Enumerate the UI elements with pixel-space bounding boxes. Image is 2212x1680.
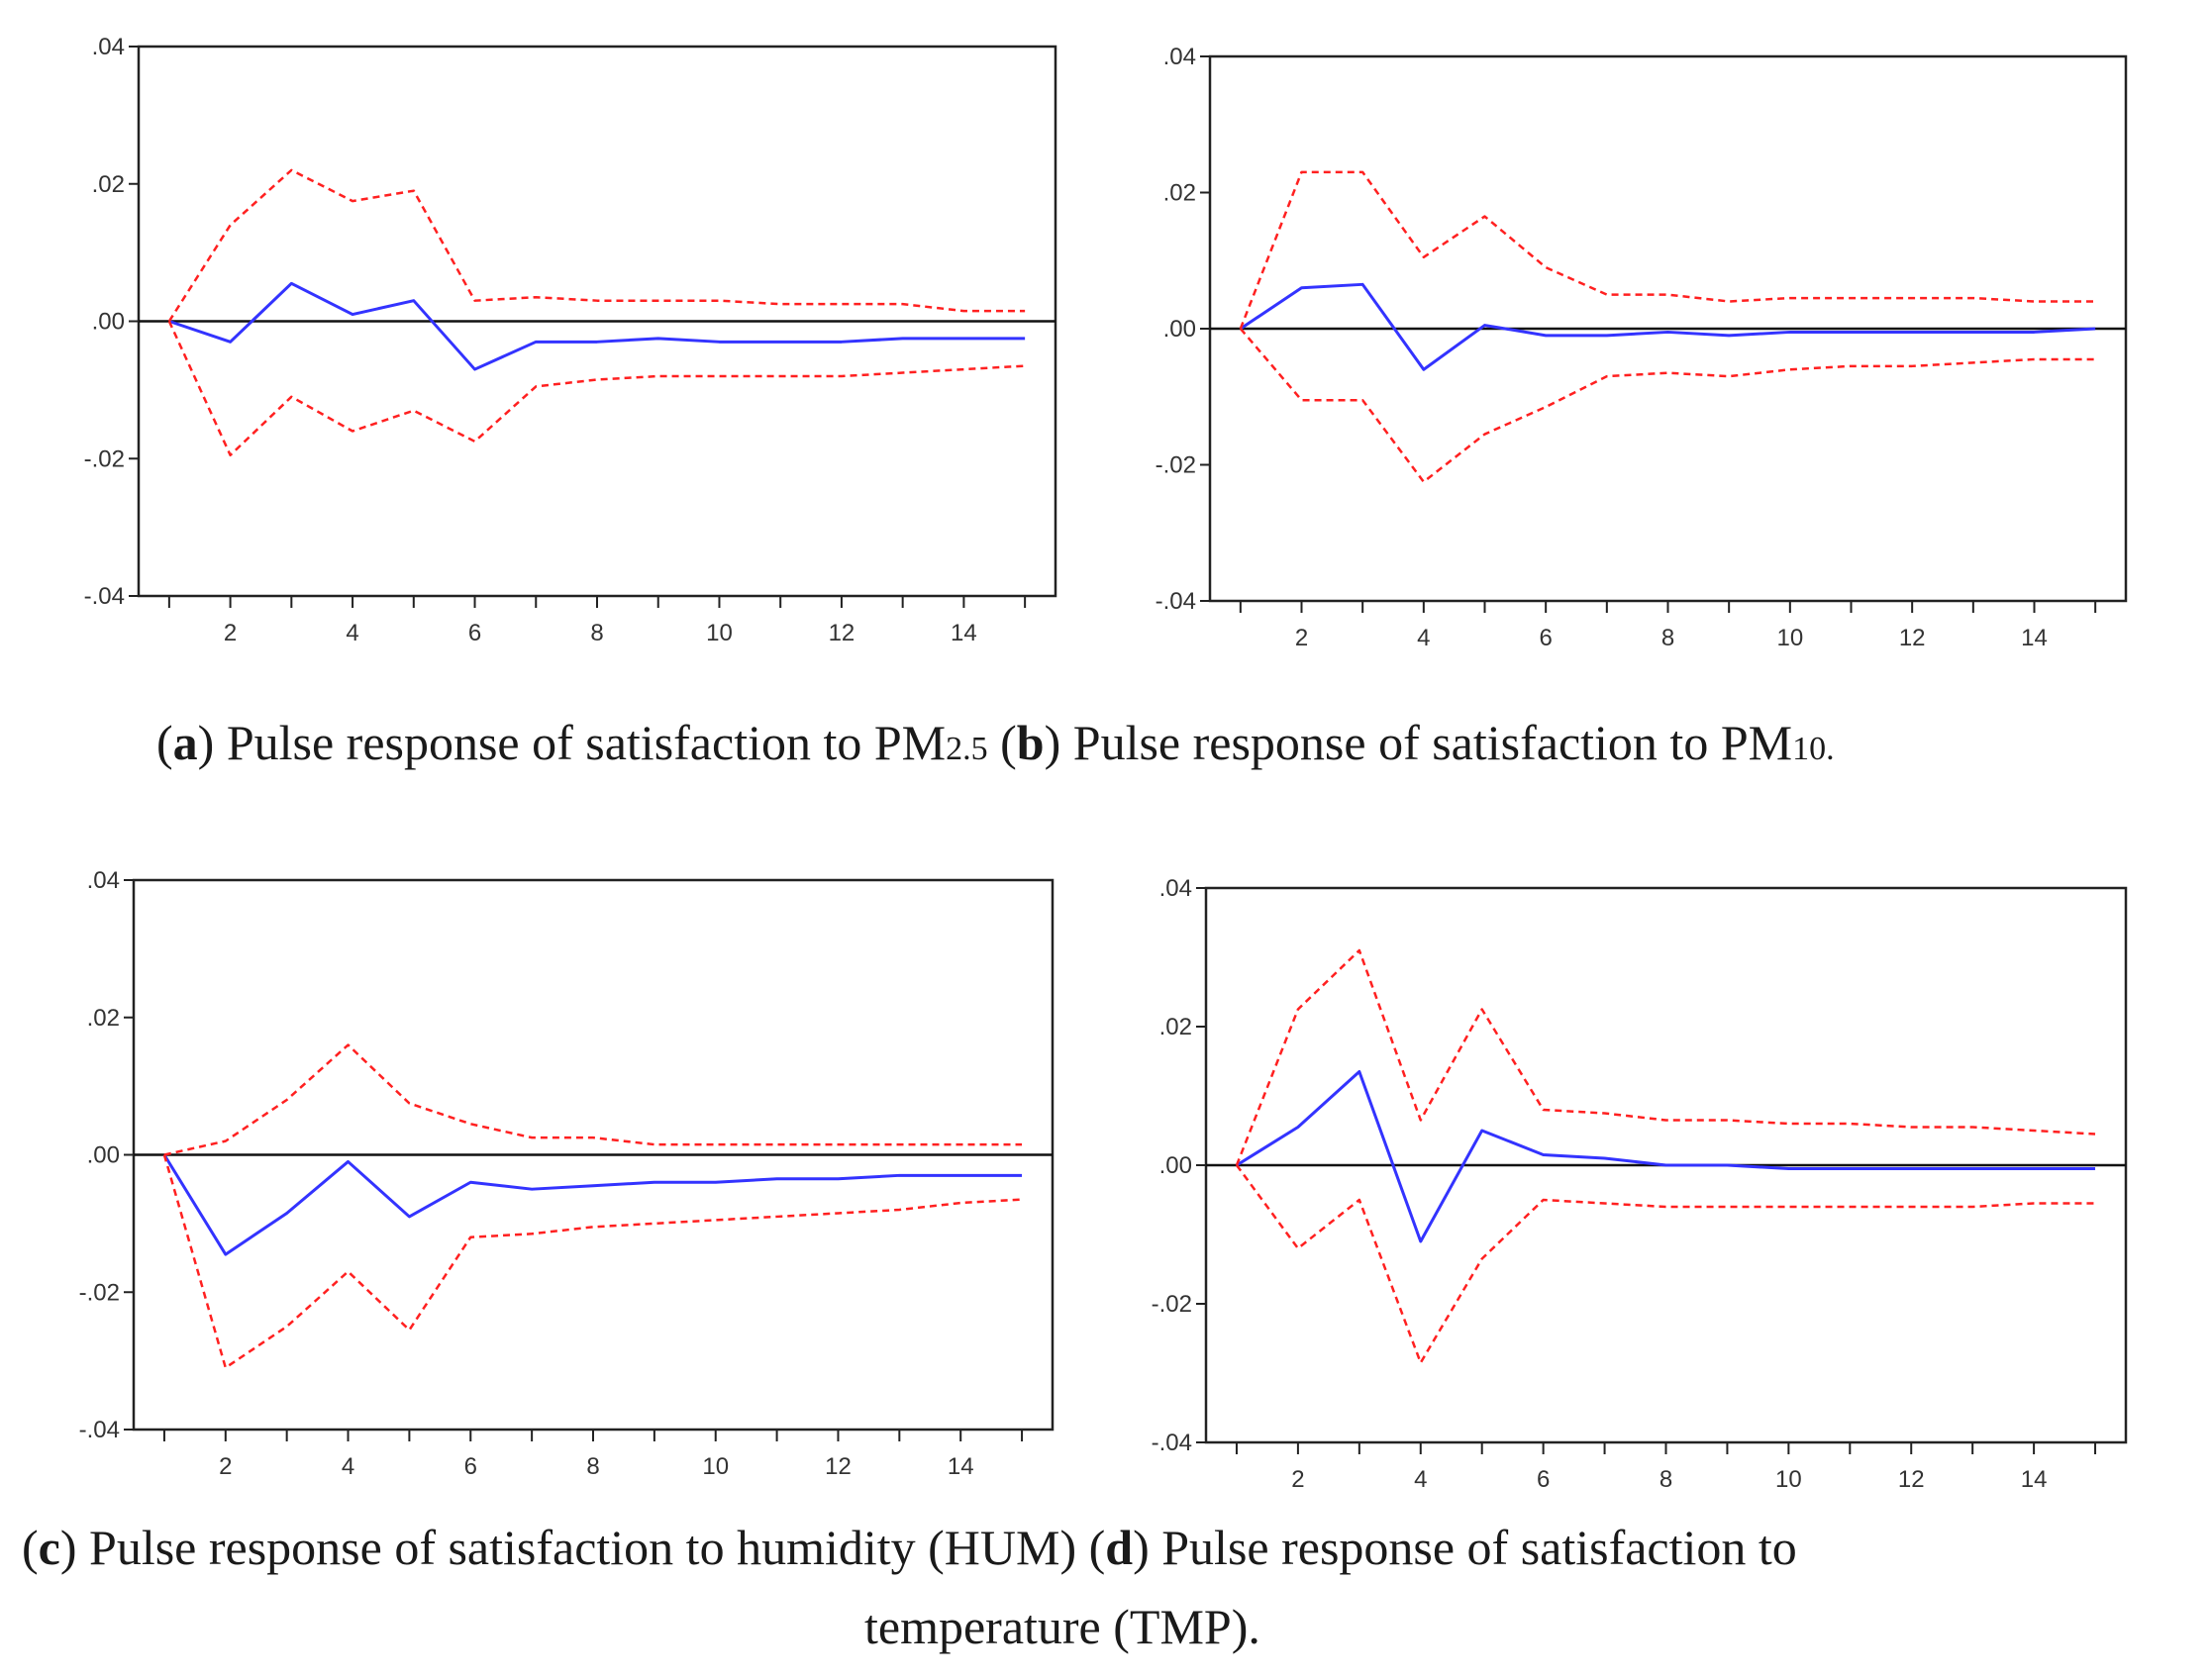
y-tick-label-c-4: -.04 xyxy=(79,1417,120,1443)
x-tick-label-b-10: 10 xyxy=(1776,625,1803,651)
x-tick-label-d-8: 8 xyxy=(1659,1466,1672,1493)
x-tick-label-a-4: 4 xyxy=(346,620,358,646)
y-tick-label-a-2: .00 xyxy=(92,309,125,336)
x-tick-label-d-4: 4 xyxy=(1414,1466,1427,1493)
y-tick-label-b-1: .02 xyxy=(1163,180,1196,207)
y-tick-label-a-1: .02 xyxy=(92,171,125,198)
y-tick-label-d-4: -.04 xyxy=(1152,1430,1192,1456)
x-tick-label-d-2: 2 xyxy=(1291,1466,1304,1493)
caption-a-letter: a xyxy=(172,715,198,770)
caption-row-2-line-2: temperature (TMP). xyxy=(864,1602,1260,1651)
x-tick-label-d-12: 12 xyxy=(1898,1466,1925,1493)
y-tick-label-a-3: -.02 xyxy=(84,445,125,472)
series-a-upper-band xyxy=(167,168,1026,323)
caption-d-line-2: temperature (TMP). xyxy=(864,1599,1260,1654)
x-tick-label-a-8: 8 xyxy=(590,620,603,646)
caption-c-text: Pulse response of satisfaction to humidi… xyxy=(76,1520,1089,1575)
x-tick-label-c-6: 6 xyxy=(464,1453,477,1480)
series-a-lower-band xyxy=(167,320,1026,457)
caption-a-sub: 2.5 xyxy=(946,731,988,767)
y-tick-label-c-1: .02 xyxy=(87,1005,120,1032)
x-tick-label-b-14: 14 xyxy=(2021,625,2048,651)
y-tick-label-b-4: -.04 xyxy=(1156,588,1196,615)
y-tick-label-d-0: .04 xyxy=(1159,875,1192,902)
caption-b-letter: b xyxy=(1016,715,1045,770)
y-tick-label-a-4: -.04 xyxy=(84,583,125,610)
series-c-response xyxy=(162,1153,1023,1256)
x-tick-label-b-8: 8 xyxy=(1661,625,1674,651)
x-tick-label-a-12: 12 xyxy=(829,620,855,646)
caption-b-text: Pulse response of satisfaction to PM xyxy=(1060,715,1793,770)
series-a-response xyxy=(168,281,1026,371)
caption-c-letter: c xyxy=(38,1520,60,1575)
series-c-upper-band xyxy=(163,1043,1023,1156)
x-tick-label-a-6: 6 xyxy=(468,620,481,646)
caption-d-letter: d xyxy=(1105,1520,1134,1575)
series-d-upper-band xyxy=(1235,948,2096,1166)
y-tick-label-d-3: -.02 xyxy=(1152,1291,1192,1318)
y-tick-label-b-2: .00 xyxy=(1163,316,1196,343)
y-tick-label-a-0: .04 xyxy=(92,34,125,60)
series-c-lower-band xyxy=(162,1154,1023,1369)
x-tick-label-b-4: 4 xyxy=(1417,625,1430,651)
y-tick-label-d-1: .02 xyxy=(1159,1014,1192,1040)
x-tick-label-c-12: 12 xyxy=(825,1453,852,1480)
x-tick-label-d-6: 6 xyxy=(1537,1466,1550,1493)
x-tick-label-c-10: 10 xyxy=(702,1453,729,1480)
x-tick-label-c-4: 4 xyxy=(342,1453,354,1480)
y-tick-label-b-3: -.02 xyxy=(1156,452,1196,479)
series-d-lower-band xyxy=(1235,1164,2096,1364)
caption-b-sub: 10. xyxy=(1792,731,1835,767)
x-tick-label-d-14: 14 xyxy=(2021,1466,2048,1493)
y-tick-label-d-2: .00 xyxy=(1159,1152,1192,1179)
x-tick-label-b-6: 6 xyxy=(1539,625,1552,651)
series-b-response xyxy=(1239,282,2096,371)
y-tick-label-c-2: .00 xyxy=(87,1142,120,1169)
y-tick-label-b-0: .04 xyxy=(1163,44,1196,70)
x-tick-label-a-2: 2 xyxy=(224,620,237,646)
caption-row-1: (a) Pulse response of satisfaction to PM… xyxy=(156,715,1835,770)
x-tick-label-b-2: 2 xyxy=(1295,625,1308,651)
x-tick-label-c-8: 8 xyxy=(586,1453,599,1480)
series-d-response xyxy=(1236,1070,2096,1243)
y-tick-label-c-3: -.02 xyxy=(79,1279,120,1306)
caption-a-text: Pulse response of satisfaction to PM xyxy=(214,715,947,770)
y-tick-label-c-0: .04 xyxy=(87,867,120,894)
x-tick-label-a-10: 10 xyxy=(706,620,733,646)
x-tick-label-c-2: 2 xyxy=(219,1453,232,1480)
series-b-upper-band xyxy=(1239,170,2096,330)
x-tick-label-d-10: 10 xyxy=(1775,1466,1802,1493)
x-tick-label-a-14: 14 xyxy=(951,620,977,646)
caption-d-text: Pulse response of satisfaction to xyxy=(1149,1520,1797,1575)
caption-row-2: (c) Pulse response of satisfaction to hu… xyxy=(22,1520,1797,1575)
x-tick-label-c-14: 14 xyxy=(948,1453,974,1480)
x-tick-label-b-12: 12 xyxy=(1899,625,1926,651)
